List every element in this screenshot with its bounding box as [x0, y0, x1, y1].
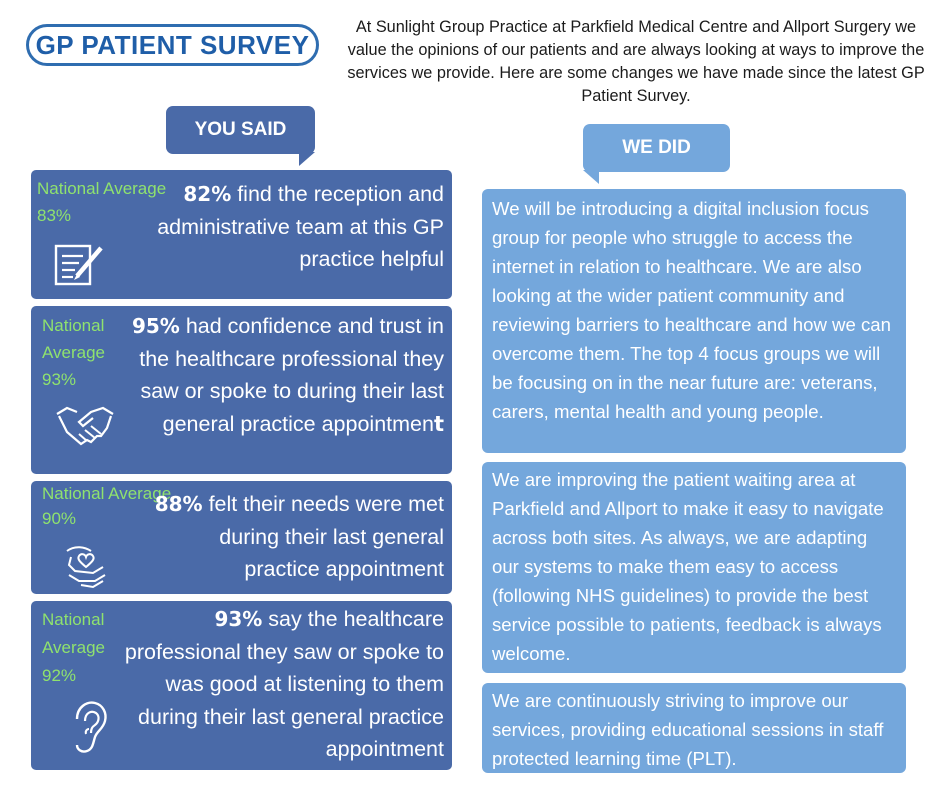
you-said-card-2: National Average 93% 95% had confidence … — [31, 306, 452, 474]
we-did-text: We are continuously striving to improve … — [492, 690, 884, 769]
stat-text: 82% find the reception and administrativ… — [144, 178, 444, 276]
national-average: National Average 92% — [42, 610, 106, 685]
national-average: National Average 83% — [37, 179, 167, 225]
we-did-card-1: We will be introducing a digital inclusi… — [482, 189, 906, 453]
stat-percent: 93% — [214, 607, 263, 631]
stat-text: 93% say the healthcare professional they… — [114, 603, 444, 766]
you-said-card-1: National Average 83% 82% find the recept… — [31, 170, 452, 299]
stat-description: had confidence and trust in the healthca… — [139, 314, 444, 436]
we-did-bubble: WE DID — [583, 124, 730, 184]
national-average: National Average 90% — [42, 484, 172, 528]
we-did-card-3: We are continuously striving to improve … — [482, 683, 906, 773]
logo-text: GP PATIENT SURVEY — [35, 29, 310, 60]
survey-logo: GP PATIENT SURVEY — [26, 24, 319, 66]
stat-description: find the reception and administrative te… — [157, 182, 444, 271]
we-did-label: WE DID — [622, 137, 691, 158]
ear-icon — [69, 699, 109, 755]
stat-text: 88% felt their needs were met during the… — [144, 488, 444, 586]
hands-heart-icon — [65, 541, 107, 591]
stat-percent: 82% — [183, 182, 232, 206]
you-said-card-3: National Average 90% 88% felt their need… — [31, 481, 452, 594]
national-average: National Average 93% — [42, 316, 106, 389]
stat-percent: 95% — [131, 314, 180, 338]
stat-text: 95% had confidence and trust in the heal… — [114, 310, 444, 440]
we-did-card-2: We are improving the patient waiting are… — [482, 462, 906, 673]
stat-description: felt their needs were met during their l… — [202, 492, 444, 581]
stat-description: say the healthcare professional they saw… — [124, 607, 444, 761]
handshake-icon — [55, 402, 115, 448]
intro-text: At Sunlight Group Practice at Parkfield … — [347, 18, 925, 105]
stat-text-tail: t — [433, 411, 444, 436]
you-said-card-4: National Average 92% 93% say the healthc… — [31, 601, 452, 770]
you-said-label: YOU SAID — [194, 119, 287, 140]
clipboard-pen-icon — [53, 240, 107, 288]
we-did-text: We will be introducing a digital inclusi… — [492, 198, 891, 422]
we-did-text: We are improving the patient waiting are… — [492, 469, 884, 664]
you-said-bubble: YOU SAID — [166, 106, 315, 166]
stat-percent: 88% — [154, 492, 203, 516]
